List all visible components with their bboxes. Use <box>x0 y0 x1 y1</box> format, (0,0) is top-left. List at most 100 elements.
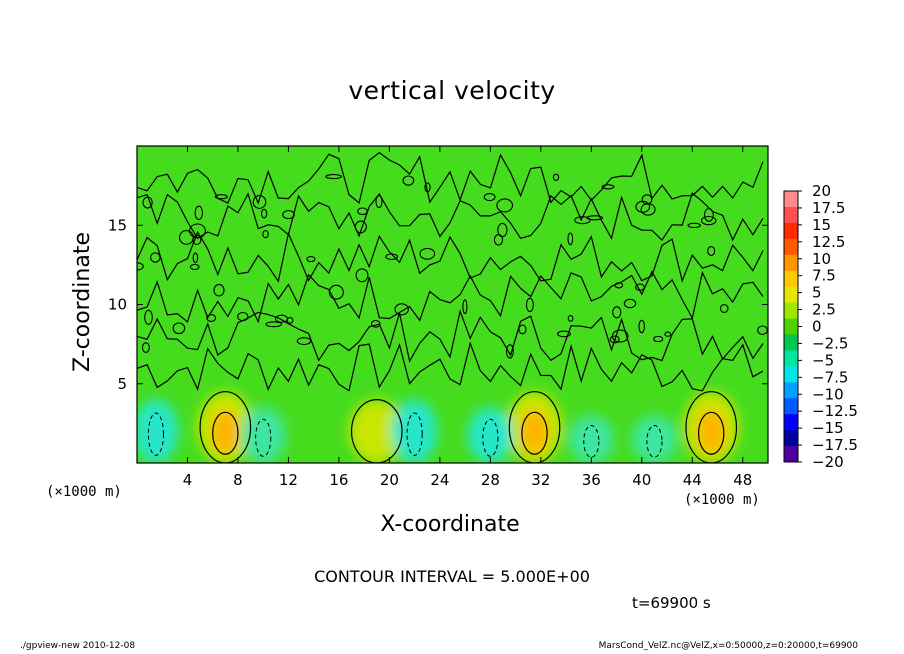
colorbar-segment <box>784 222 798 240</box>
footer-left: ./gpview-new 2010-12-08 <box>20 641 136 651</box>
colorbar-segment <box>784 414 798 431</box>
updraft-core-2 <box>520 409 549 455</box>
contour-loop <box>419 247 436 260</box>
contour-loop <box>462 299 468 315</box>
x-tick-label: 36 <box>582 471 601 489</box>
updraft-inner-contour-3 <box>697 411 725 455</box>
contour-loop <box>612 306 622 319</box>
contour-loop <box>719 304 729 313</box>
contour-loop <box>611 329 629 343</box>
downdraft-contour-3 <box>482 418 499 457</box>
colorbar-segment <box>784 270 798 288</box>
colorbar-segment <box>784 366 798 383</box>
contour-loop <box>355 268 369 283</box>
contour-loop <box>635 200 651 213</box>
contour-loop <box>137 262 144 271</box>
contour-loop <box>687 222 701 229</box>
contour-line-4 <box>137 192 764 242</box>
contour-loop <box>402 175 415 186</box>
x-tick-label: 24 <box>430 471 449 489</box>
colorbar-label: −20 <box>812 453 844 471</box>
contour-line-3 <box>137 230 764 283</box>
downdraft-contour-4 <box>583 425 600 458</box>
colorbar-segment <box>784 191 798 208</box>
colorbar-label: 10 <box>812 250 831 268</box>
colorbar-label: −15 <box>812 419 844 437</box>
contour-loop <box>192 252 199 264</box>
colorbar-segment <box>784 206 798 224</box>
downdraft-contour-0 <box>147 412 165 456</box>
downdraft-contour-1 <box>255 418 272 457</box>
downdraft-contour-2 <box>406 412 423 456</box>
colorbar-segment <box>784 382 798 399</box>
contour-loop <box>385 253 399 260</box>
contour-loop <box>394 303 409 316</box>
colorbar-label: −7.5 <box>812 368 848 386</box>
colorbar-segment <box>784 446 798 463</box>
colorbar-segment <box>784 318 798 335</box>
contour-loop <box>497 222 508 238</box>
y-tick-label: 5 <box>117 375 127 393</box>
contour-loop <box>505 344 514 359</box>
colorbar-segment <box>784 350 798 367</box>
x-tick-label: 12 <box>279 471 298 489</box>
x-tick-label: 44 <box>683 471 702 489</box>
contour-line-0 <box>137 341 764 392</box>
downdraft-1 <box>240 407 286 463</box>
colorbar-label: 15 <box>812 216 831 234</box>
x-unit-left: (×1000 m) <box>46 484 122 500</box>
x-axis-label: X-coordinate <box>380 512 520 537</box>
contour-loop <box>260 208 268 219</box>
x-axis-ticks: 4 8 12 16 20 24 28 32 36 40 44 48 <box>183 146 752 489</box>
contour-loop <box>296 337 312 346</box>
updraft-core-0 <box>211 409 240 455</box>
colorbar-segment <box>784 302 798 320</box>
contour-loop <box>375 195 383 209</box>
contour-loop <box>623 298 637 309</box>
contour-loop <box>496 198 514 213</box>
contour-loop <box>150 252 161 263</box>
contour-loop <box>552 173 560 181</box>
x-tick-label: 32 <box>531 471 550 489</box>
contour-loop <box>567 232 574 246</box>
colorbar-label: −10 <box>812 385 844 403</box>
contour-line-2 <box>137 270 764 324</box>
contour-loop <box>653 335 664 343</box>
colorbar-label: 12.5 <box>812 233 845 251</box>
updraft-inner-contour-0 <box>212 411 239 455</box>
x-tick-label: 48 <box>733 471 752 489</box>
contour-loop <box>144 309 153 325</box>
colorbar-label: 5 <box>812 284 822 302</box>
downdraft-contour-5 <box>646 425 663 458</box>
contour-loop <box>567 315 574 322</box>
contour-loop <box>172 322 186 335</box>
colorbar-label: −2.5 <box>812 334 848 352</box>
colorbar-label: −12.5 <box>812 402 858 420</box>
contour-loop <box>557 330 571 338</box>
contour-loop <box>262 229 269 239</box>
contour-loop <box>370 319 381 328</box>
contour-loop <box>357 207 368 216</box>
x-tick-label: 8 <box>233 471 243 489</box>
colorbar-segment <box>784 398 798 415</box>
contour-loop <box>265 321 283 328</box>
contour-loop <box>614 282 624 289</box>
colorbar-segment <box>784 430 798 447</box>
x-unit-right: (×1000 m) <box>684 492 760 508</box>
contour-field <box>137 146 768 463</box>
contour-loop <box>635 283 645 291</box>
contour-loop <box>641 194 653 205</box>
colorbar-segment <box>784 238 798 256</box>
contour-line-5 <box>137 151 764 205</box>
updraft-inner-contour-2 <box>521 411 548 455</box>
contour-loop <box>703 207 714 222</box>
y-tick-label: 10 <box>108 296 127 314</box>
downdraft-2 <box>391 399 438 463</box>
colorbar-label: 0 <box>812 318 822 336</box>
chart-title: vertical velocity <box>348 76 556 105</box>
contour-loop <box>638 319 645 334</box>
colorbar-label: 2.5 <box>812 301 836 319</box>
contour-loop <box>206 314 217 322</box>
contour-loop <box>586 215 604 221</box>
